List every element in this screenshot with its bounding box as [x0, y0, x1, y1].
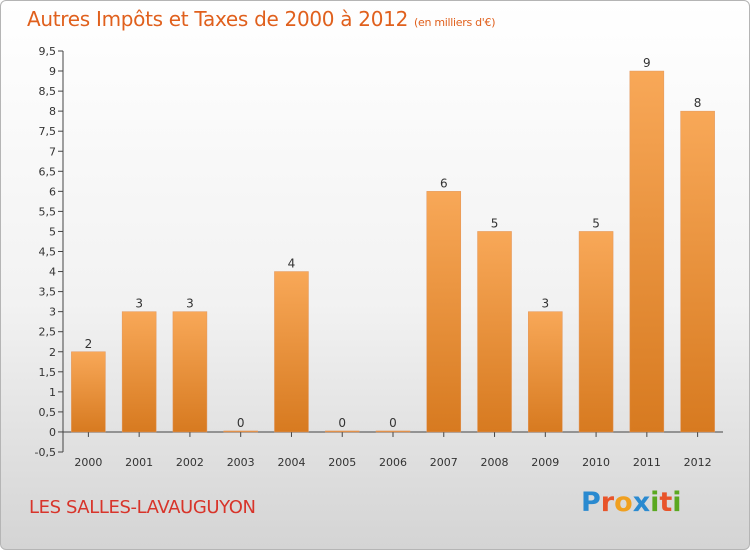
y-tick-label: 6,5: [39, 165, 57, 178]
logo-letter: o: [614, 487, 633, 518]
commune-name: LES SALLES-LAVAUGUYON: [29, 497, 256, 518]
logo-letter: t: [659, 487, 673, 518]
value-label: 8: [694, 96, 702, 110]
bar: [680, 110, 715, 433]
x-tick-label: 2000: [74, 456, 102, 469]
y-tick-label: 3,5: [39, 286, 57, 299]
bar: [324, 430, 360, 433]
y-tick-label: 5,5: [39, 205, 57, 218]
bar: [172, 311, 208, 433]
y-tick-label: 1: [49, 386, 56, 399]
chart-title-text: Autres Impôts et Taxes de 2000 à 2012: [27, 7, 408, 31]
y-tick-label: 1,5: [39, 366, 57, 379]
value-label: 0: [338, 416, 346, 430]
x-tick-label: 2011: [633, 456, 661, 469]
bar: [426, 191, 462, 433]
value-label: 3: [186, 297, 194, 311]
bar: [477, 231, 512, 433]
bar: [274, 271, 309, 433]
x-tick-label: 2001: [125, 456, 153, 469]
x-tick-label: 2006: [379, 456, 407, 469]
logo-letter: r: [600, 487, 615, 518]
y-tick-label: 7: [49, 145, 56, 158]
y-tick-label: 8: [49, 105, 56, 118]
value-label: 4: [288, 257, 296, 271]
y-tick-label: -0,5: [35, 446, 56, 459]
y-tick-label: 3: [49, 306, 56, 319]
x-tick-label: 2002: [176, 456, 204, 469]
chart-unit: (en milliers d'€): [414, 16, 496, 29]
value-label: 0: [389, 416, 397, 430]
x-tick-label: 2008: [481, 456, 509, 469]
chart-title: Autres Impôts et Taxes de 2000 à 2012 (en…: [27, 7, 495, 31]
value-label: 5: [592, 216, 600, 230]
value-label: 6: [440, 176, 448, 190]
logo-letter: i: [650, 487, 660, 518]
y-tick-label: 4: [49, 266, 56, 279]
x-tick-label: 2007: [430, 456, 458, 469]
y-tick-label: 7,5: [39, 125, 57, 138]
y-tick-label: 9,5: [39, 45, 57, 58]
y-tick-label: 2,5: [39, 326, 57, 339]
logo-letter: i: [672, 487, 682, 518]
bar: [528, 311, 563, 433]
y-tick-label: 6: [49, 185, 56, 198]
y-tick-label: 0,5: [39, 406, 57, 419]
y-tick-label: 4,5: [39, 246, 57, 259]
x-tick-label: 2009: [531, 456, 559, 469]
logo-letter: x: [632, 487, 651, 518]
bar: [223, 430, 258, 433]
logo-letter: P: [581, 487, 601, 518]
value-label: 0: [237, 416, 245, 430]
y-tick-label: 5: [49, 225, 56, 238]
bar: [121, 311, 157, 433]
value-label: 2: [85, 337, 93, 351]
x-tick-label: 2005: [328, 456, 356, 469]
bar: [629, 70, 665, 433]
x-tick-label: 2012: [684, 456, 712, 469]
value-label: 9: [643, 56, 651, 70]
value-label: 3: [135, 297, 143, 311]
value-label: 5: [491, 216, 499, 230]
value-label: 3: [541, 297, 549, 311]
y-tick-label: 9: [49, 65, 56, 78]
y-tick-label: 0: [49, 426, 56, 439]
bar: [375, 430, 411, 433]
proxiti-logo: Proxiti: [581, 487, 682, 518]
bar: [578, 231, 614, 433]
y-tick-label: 8,5: [39, 85, 57, 98]
bar: [71, 351, 106, 433]
x-tick-label: 2003: [227, 456, 255, 469]
y-tick-label: 2: [49, 346, 56, 359]
x-tick-label: 2010: [582, 456, 610, 469]
x-tick-label: 2004: [277, 456, 305, 469]
